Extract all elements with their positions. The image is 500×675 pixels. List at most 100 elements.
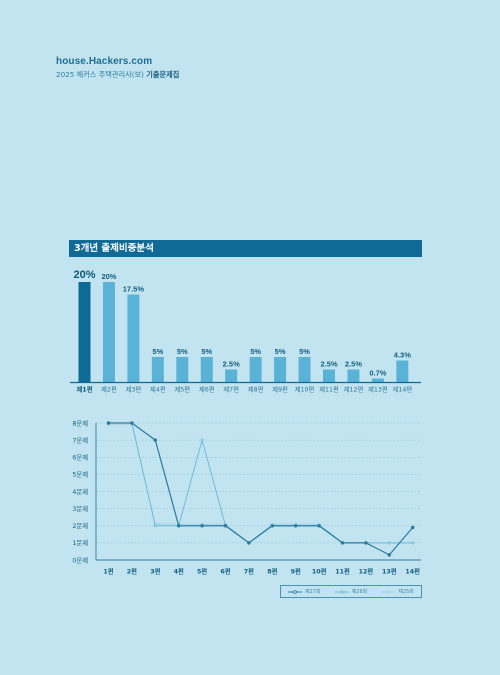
series-1-point-2: [130, 421, 134, 425]
line-chart-legend: 제27회 제26회 제25회: [280, 585, 422, 598]
y-tick-label-0: 0문제: [72, 556, 88, 564]
y-tick-label-5: 5문제: [72, 471, 88, 479]
series-1-point-10: [317, 523, 321, 528]
series-1-point-11: [340, 541, 345, 545]
legend-item-26: 제26회: [334, 588, 368, 595]
bar-category-label-1: 제1편: [77, 385, 93, 394]
series-1-point-12: [364, 541, 368, 545]
bar-value-label-6: 5%: [201, 347, 212, 356]
x-tick-label-10: 10편: [312, 567, 327, 576]
y-tick-label-1: 1문제: [72, 539, 88, 547]
x-tick-label-7: 7편: [244, 567, 254, 576]
series-2-point-3: [153, 524, 157, 528]
legend-swatch-27: [288, 589, 303, 594]
series-2-point-14: [411, 541, 415, 545]
series-1-point-8: [270, 523, 275, 528]
bar-1: [78, 282, 91, 382]
bar-category-label-12: 제12편: [344, 385, 364, 394]
bar-8: [249, 357, 262, 382]
bar-3: [127, 294, 140, 382]
bar-category-label-14: 제14편: [393, 385, 413, 394]
bar-value-label-3: 17.5%: [123, 285, 145, 294]
bar-category-label-2: 제2편: [101, 385, 117, 394]
series-1-point-5: [200, 523, 204, 528]
bar-value-label-11: 2.5%: [320, 360, 337, 369]
site-url: house.Hackers.com: [56, 56, 153, 67]
legend-label-27: 제27회: [305, 589, 321, 595]
legend-label-26: 제26회: [351, 589, 368, 595]
bar-category-label-6: 제6편: [199, 385, 215, 394]
legend-label-25: 제25회: [398, 589, 414, 595]
bar-11: [323, 369, 335, 382]
y-tick-label-4: 4문제: [72, 488, 88, 496]
series-1-point-3: [153, 438, 158, 442]
bar-value-label-4: 5%: [152, 347, 163, 356]
bar-value-label-10: 5%: [299, 347, 310, 356]
bar-value-label-1: 20%: [73, 269, 95, 281]
bar-9: [274, 357, 287, 382]
bar-value-label-2: 20%: [101, 272, 116, 281]
bar-category-label-10: 제10편: [295, 385, 315, 394]
y-tick-label-8: 8문제: [72, 419, 88, 427]
bar-13: [371, 378, 384, 382]
subtitle-bold: 기출문제집: [146, 70, 180, 79]
series-1-point-14: [410, 525, 415, 530]
x-tick-label-13: 13편: [382, 567, 397, 576]
y-tick-label-3: 3문제: [72, 505, 88, 513]
bar-5: [176, 357, 189, 382]
subtitle-plain: 2025 해커스 주택관리사(보): [56, 70, 147, 79]
series-1-point-4: [176, 523, 181, 528]
legend-swatch-25: [381, 589, 396, 594]
bar-category-label-13: 제13편: [368, 385, 388, 394]
bar-2: [102, 282, 115, 382]
series-2-point-5: [200, 438, 204, 442]
section-title: 3개년 출제비중분석: [69, 240, 422, 257]
x-tick-label-1: 1편: [103, 567, 113, 576]
bar-value-label-14: 4.3%: [394, 351, 411, 360]
x-tick-label-4: 4편: [174, 567, 184, 576]
bar-category-label-8: 제8편: [248, 385, 264, 394]
x-tick-label-6: 6편: [220, 567, 230, 576]
x-tick-label-12: 12편: [359, 567, 374, 576]
x-tick-label-9: 9편: [291, 567, 301, 576]
bar-value-label-5: 5%: [177, 347, 188, 356]
x-tick-label-11: 11편: [335, 567, 350, 576]
bar-category-label-4: 제4편: [150, 385, 166, 394]
bar-value-label-7: 2.5%: [223, 360, 240, 369]
book-subtitle: 2025 해커스 주택관리사(보) 기출문제집: [56, 70, 179, 80]
bar-7: [225, 369, 238, 382]
series-2-point-13: [387, 541, 391, 545]
y-tick-label-6: 6문제: [72, 454, 88, 462]
bar-category-label-9: 제9편: [272, 385, 288, 394]
bar-14: [396, 360, 409, 382]
series-1-point-1: [106, 421, 111, 425]
x-tick-label-3: 3편: [150, 567, 160, 576]
legend-swatch-26: [334, 589, 349, 594]
series-line-1: [108, 422, 414, 556]
x-tick-label-5: 5편: [197, 567, 207, 576]
bar-6: [200, 357, 213, 382]
bar-10: [298, 357, 311, 382]
bar-category-label-7: 제7편: [223, 385, 239, 394]
x-tick-label-2: 2편: [127, 567, 137, 576]
legend-item-27: 제27회: [288, 588, 321, 595]
bar-category-label-3: 제3편: [126, 385, 142, 394]
y-tick-label-2: 2문제: [72, 522, 88, 530]
series-1-point-6: [223, 523, 228, 528]
x-tick-label-14: 14편: [405, 567, 420, 576]
x-tick-label-8: 8편: [267, 567, 277, 576]
bar-category-label-5: 제5편: [175, 385, 191, 394]
series-1-point-13: [387, 553, 392, 557]
y-tick-label-7: 7문제: [72, 436, 88, 444]
bar-value-label-8: 5%: [250, 347, 261, 356]
bar-value-label-12: 2.5%: [345, 360, 362, 369]
bar-category-label-11: 제11편: [319, 385, 339, 394]
series-1-point-9: [293, 523, 298, 528]
bar-value-label-13: 0.7%: [369, 369, 386, 378]
bar-value-label-9: 5%: [275, 347, 286, 356]
bar-4: [151, 357, 164, 382]
series-1-point-7: [247, 541, 251, 545]
bar-12: [347, 369, 360, 382]
